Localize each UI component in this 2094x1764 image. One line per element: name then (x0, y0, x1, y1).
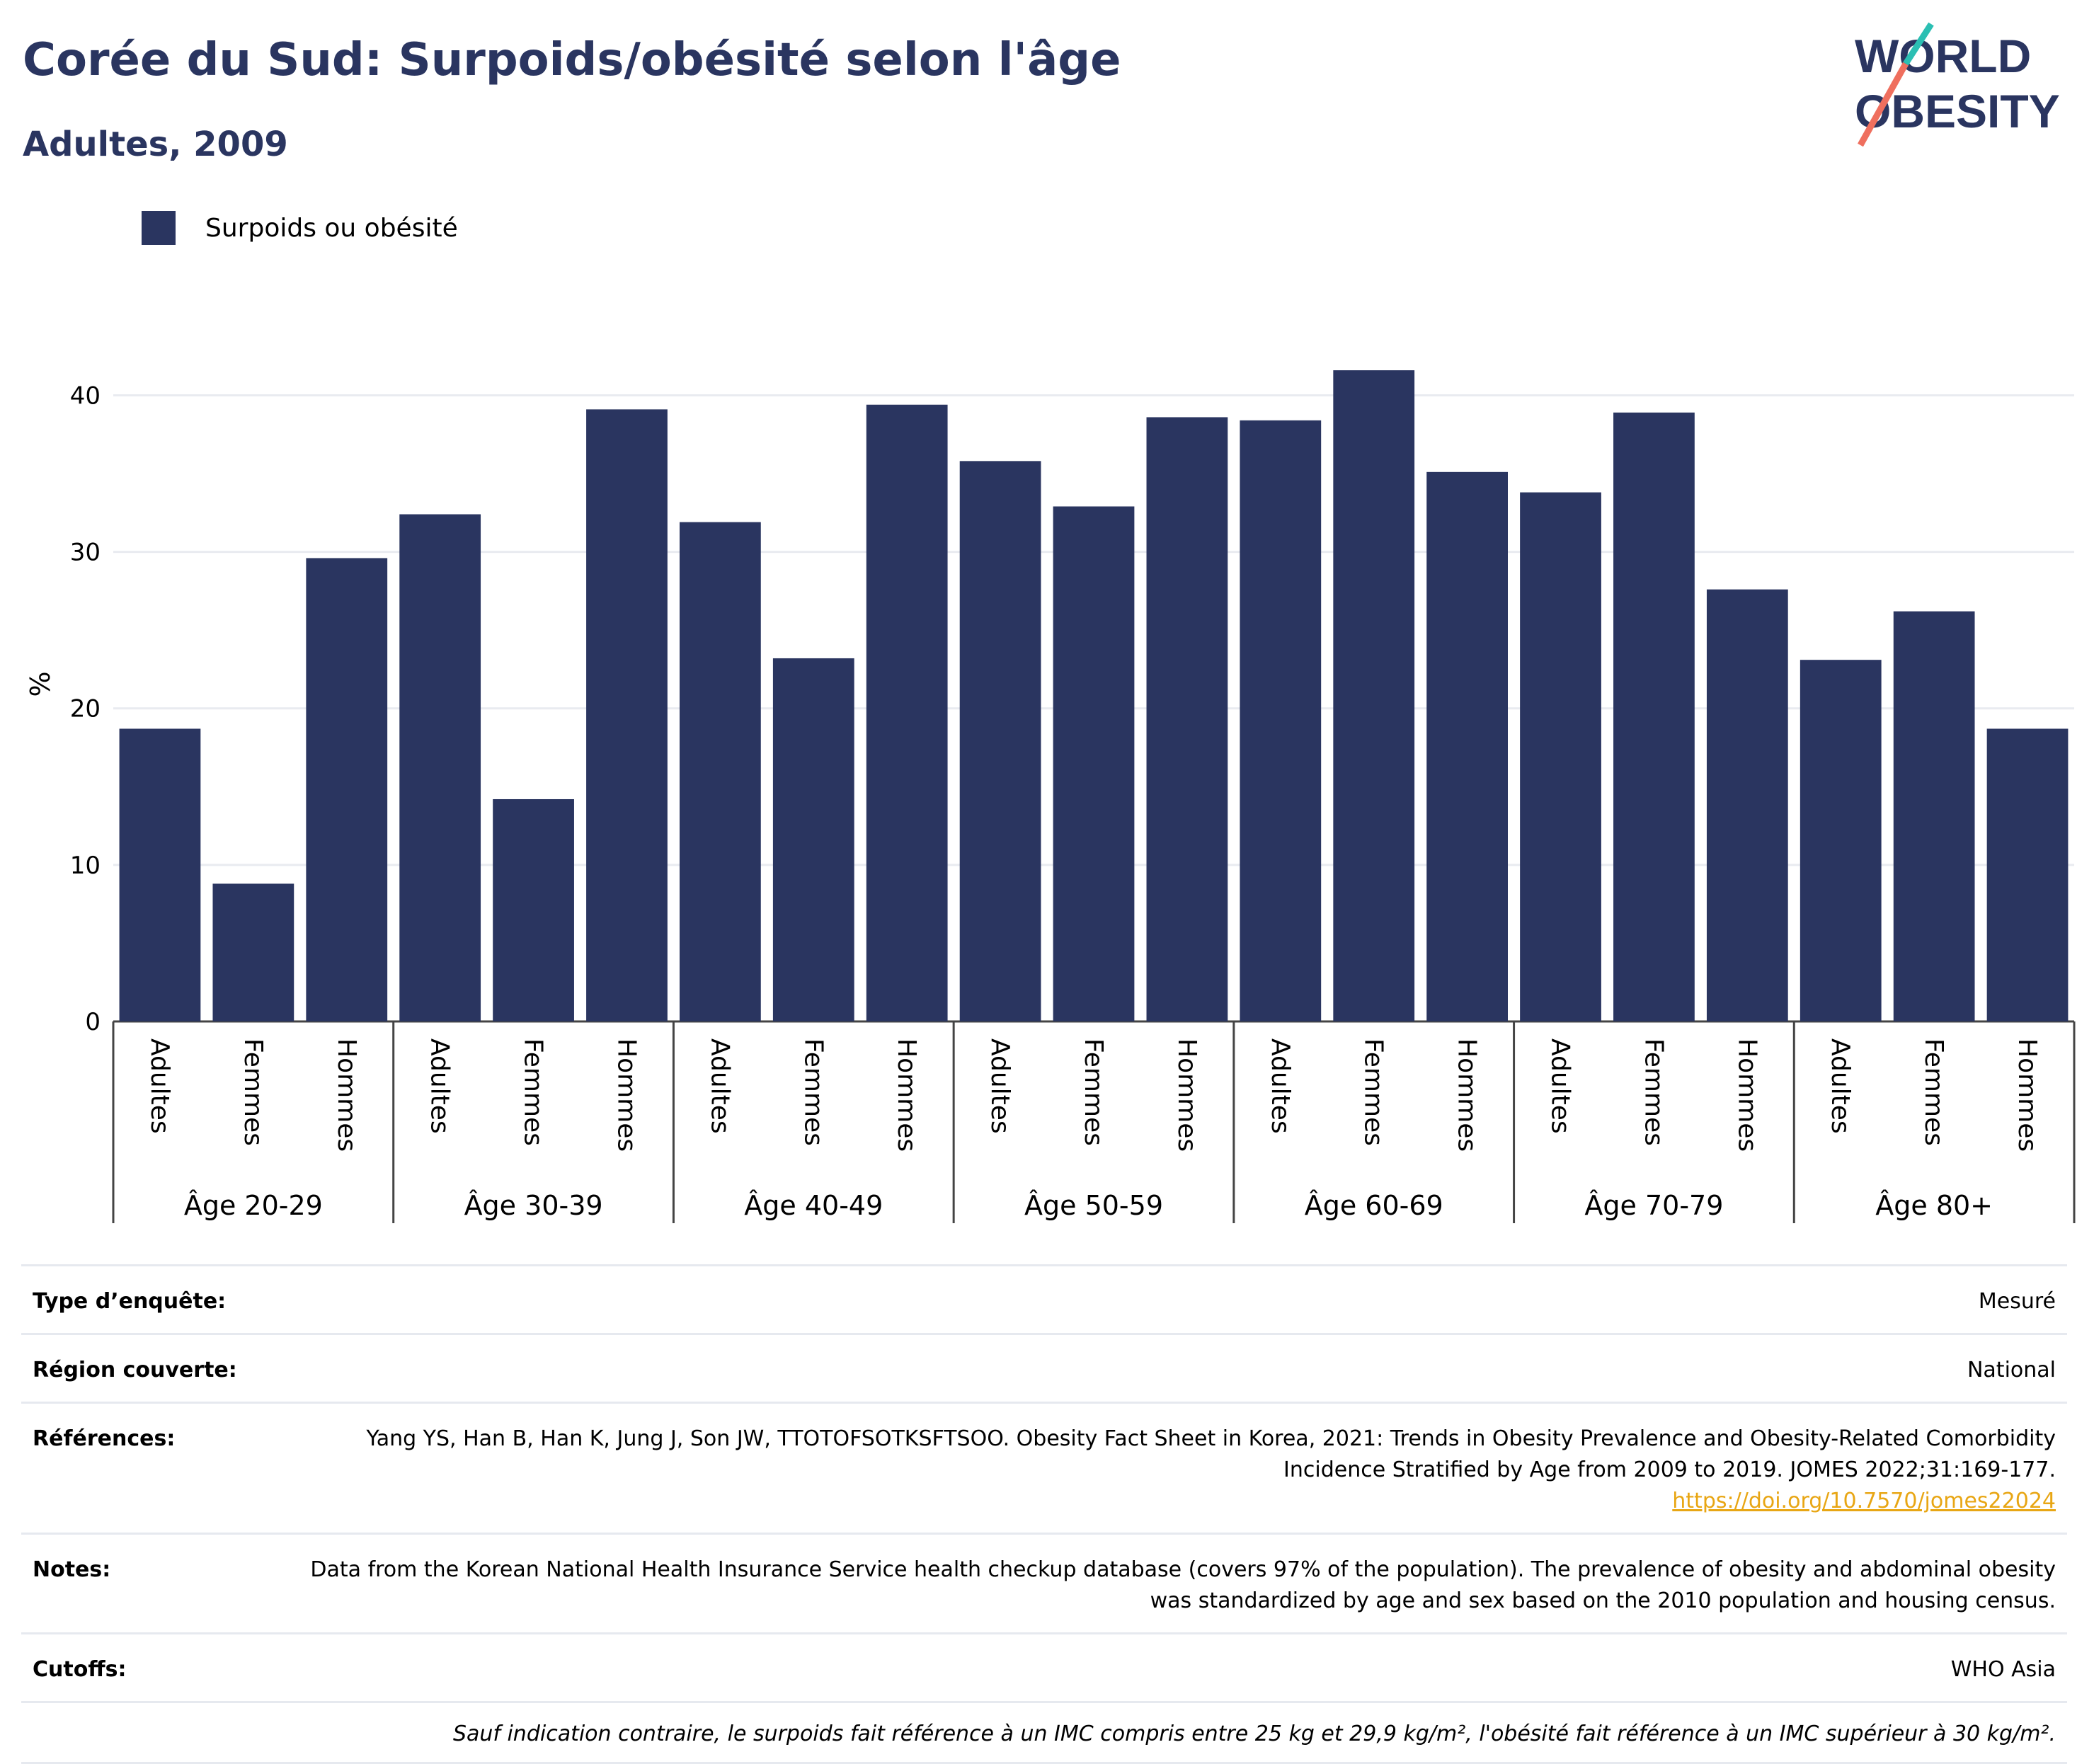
y-tick-label: 30 (70, 539, 101, 567)
info-value: Mesuré (1978, 1289, 2056, 1314)
info-value-wrapper: Yang YS, Han B, Han K, Jung J, Son JW, T… (302, 1424, 2056, 1517)
x-tick-label: Adultes (1546, 1038, 1575, 1134)
x-tick-label: Hommes (1172, 1038, 1201, 1152)
info-row-cutoffs: Cutoffs: WHO Asia (21, 1632, 2067, 1701)
y-axis-label: % (25, 671, 56, 697)
bar (1520, 492, 1601, 1021)
x-tick-label: Hommes (332, 1038, 361, 1152)
x-tick-label: Femmes (239, 1038, 268, 1146)
info-key: Région couverte: (33, 1358, 237, 1382)
page-title: Corée du Sud: Surpoids/obésité selon l'â… (23, 34, 1121, 86)
info-key: Cutoffs: (33, 1657, 127, 1682)
group-label: Âge 80+ (1875, 1190, 1993, 1221)
bar (1800, 660, 1882, 1021)
info-row-survey-type: Type d’enquête: Mesuré (21, 1264, 2067, 1333)
page-subtitle: Adultes, 2009 (23, 125, 288, 164)
info-row-notes: Notes: Data from the Korean National Hea… (21, 1533, 2067, 1632)
info-key: Références: (33, 1426, 176, 1451)
bar (772, 658, 854, 1021)
x-tick-label: Hommes (1732, 1038, 1761, 1152)
bar-chart: 0 10 20 30 40% Adultes Femmes Hommes Âge 20-29 Ad… (25, 370, 2076, 1223)
bar (1053, 506, 1135, 1021)
info-value: Data from the Korean National Health Ins… (310, 1557, 2056, 1613)
info-row-references: Références: Yang YS, Han B, Han K, Jung … (21, 1402, 2067, 1533)
footnote: Sauf indication contraire, le surpoids f… (21, 1701, 2067, 1764)
bar (1986, 728, 2069, 1021)
bar (586, 409, 668, 1021)
legend-swatch (142, 211, 176, 245)
world-obesity-logo: WORLD OBESITY (1855, 22, 2060, 147)
reference-link[interactable]: https://doi.org/10.7570/jomes22024 (1672, 1489, 2056, 1513)
x-tick-label: Adultes (705, 1038, 734, 1134)
info-value: WHO Asia (1950, 1657, 2056, 1682)
bar (1333, 370, 1415, 1021)
info-value: Yang YS, Han B, Han K, Jung J, Son JW, T… (366, 1426, 2056, 1482)
x-tick-label: Adultes (145, 1038, 174, 1134)
x-tick-label: Adultes (1266, 1038, 1295, 1134)
bar (493, 798, 574, 1021)
group-label: Âge 60-69 (1305, 1190, 1443, 1221)
bar (306, 558, 388, 1021)
bar (1706, 589, 1788, 1021)
x-tick-label: Femmes (1359, 1038, 1388, 1146)
bar (1240, 420, 1322, 1021)
info-value: National (1967, 1358, 2056, 1382)
group-label: Âge 70-79 (1584, 1190, 1723, 1221)
x-tick-label: Femmes (1919, 1038, 1948, 1146)
group-label: Âge 40-49 (744, 1190, 883, 1221)
x-tick-label: Hommes (2013, 1038, 2042, 1152)
info-table: Type d’enquête: Mesuré Région couverte: … (21, 1264, 2067, 1764)
bar (866, 404, 948, 1021)
x-tick-label: Hommes (892, 1038, 921, 1152)
bar (399, 514, 481, 1021)
group-label: Âge 30-39 (464, 1190, 603, 1221)
x-tick-label: Femmes (799, 1038, 828, 1146)
x-tick-label: Hommes (1453, 1038, 1482, 1152)
x-tick-label: Adultes (1826, 1038, 1855, 1134)
group-label: Âge 50-59 (1024, 1190, 1163, 1221)
group-label: Âge 20-29 (184, 1190, 323, 1221)
chart-legend: Surpoids ou obésité (142, 211, 458, 245)
y-tick-label: 20 (70, 695, 101, 723)
y-tick-label: 0 (85, 1008, 101, 1036)
bar (680, 522, 761, 1021)
x-tick-label: Femmes (519, 1038, 548, 1146)
info-key: Notes: (33, 1557, 111, 1582)
bar (959, 461, 1041, 1021)
bar (1146, 417, 1228, 1021)
x-tick-label: Femmes (1639, 1038, 1668, 1146)
bar (1613, 412, 1695, 1021)
bar (1893, 611, 1975, 1021)
x-tick-label: Adultes (985, 1038, 1014, 1134)
svg-text:WORLD: WORLD (1855, 30, 2031, 82)
y-tick-label: 40 (70, 382, 101, 410)
x-tick-label: Adultes (425, 1038, 454, 1134)
legend-label: Surpoids ou obésité (205, 213, 458, 243)
bar (212, 883, 294, 1021)
y-tick-label: 10 (70, 852, 101, 880)
info-key: Type d’enquête: (33, 1289, 227, 1314)
x-tick-label: Hommes (612, 1038, 641, 1152)
bar (119, 728, 201, 1021)
info-row-region: Région couverte: National (21, 1333, 2067, 1402)
x-tick-label: Femmes (1079, 1038, 1108, 1146)
bar (1426, 471, 1508, 1021)
